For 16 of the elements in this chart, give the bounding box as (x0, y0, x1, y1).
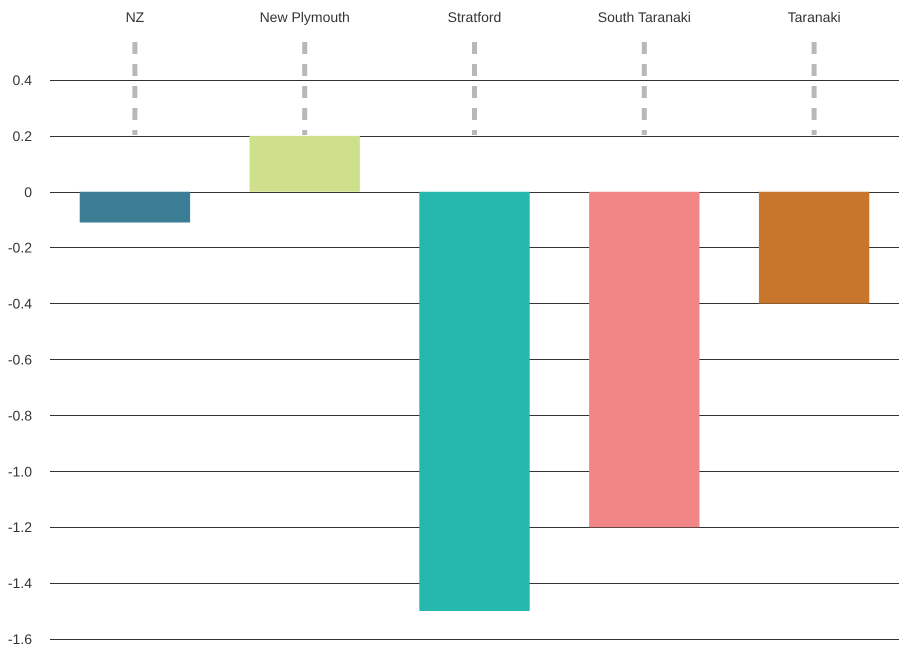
y-tick-label: 0.4 (12, 72, 32, 88)
y-tick-label: -1.6 (8, 631, 32, 647)
x-tick-label: NZ (126, 9, 145, 25)
y-tick-label: -0.8 (8, 407, 32, 424)
y-tick-label: -1.0 (8, 463, 32, 480)
y-tick-label: -1.4 (8, 575, 32, 592)
y-tick-label: 0 (24, 184, 32, 200)
x-tick-label: Stratford (448, 9, 502, 25)
y-tick-label: -0.2 (8, 240, 32, 256)
x-tick-label: Taranaki (788, 9, 841, 25)
y-tick-label: -0.4 (8, 296, 32, 312)
x-tick-label: New Plymouth (260, 9, 350, 25)
y-tick-label: -0.6 (8, 352, 32, 368)
x-tick-label: South Taranaki (598, 9, 691, 25)
y-tick-label: -1.2 (8, 519, 32, 536)
y-tick-label: 0.2 (12, 128, 32, 144)
